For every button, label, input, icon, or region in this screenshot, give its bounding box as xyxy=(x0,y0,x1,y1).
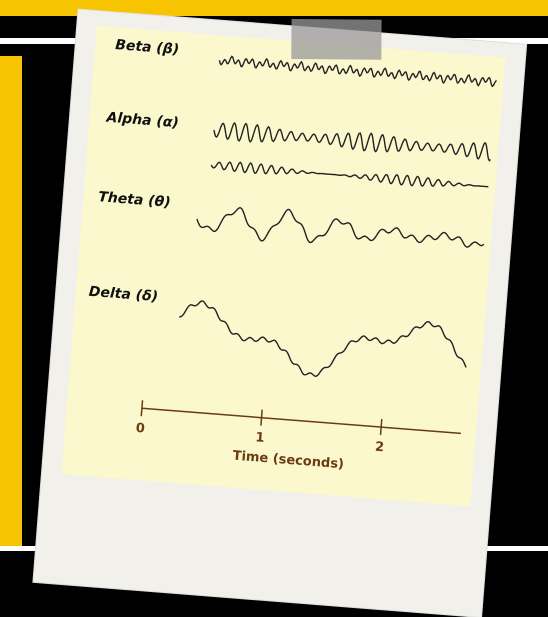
side-panel xyxy=(0,56,22,546)
photo xyxy=(61,26,505,507)
scene: Beta (β) Alpha (α) Theta (θ) Delta (δ) 0… xyxy=(0,0,548,617)
tick-label: 0 xyxy=(135,421,145,437)
polaroid: Beta (β) Alpha (α) Theta (θ) Delta (δ) 0… xyxy=(33,0,528,617)
tick-label: 1 xyxy=(255,430,265,446)
tape xyxy=(291,19,381,60)
tick-label: 2 xyxy=(374,440,384,456)
